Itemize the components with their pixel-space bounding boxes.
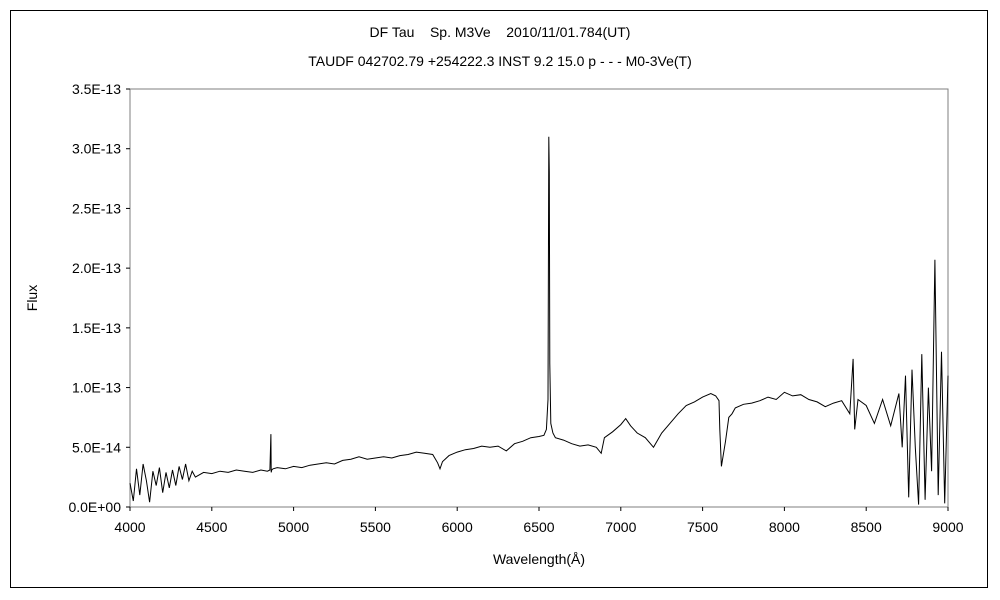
y-axis: 0.0E+00 5.0E-14 1.0E-13 1.5E-13 2.0E-13 2.5E-… xyxy=(68,81,130,515)
chart-subtitle: TAUDF 042702.79 +254222.3 INST 9.2 15.0 … xyxy=(308,53,692,69)
x-tick-label: 7000 xyxy=(605,519,636,535)
x-tick-label: 4000 xyxy=(114,519,145,535)
y-tick-label: 1.0E-13 xyxy=(72,380,121,396)
x-tick-label: 5500 xyxy=(360,519,391,535)
y-tick-label: 2.0E-13 xyxy=(72,260,121,276)
x-tick-label: 8000 xyxy=(769,519,800,535)
chart-frame xyxy=(10,10,988,588)
y-tick-label: 5.0E-14 xyxy=(72,439,121,455)
x-tick-label: 6000 xyxy=(442,519,473,535)
chart-title: DF Tau Sp. M3Ve 2010/11/01.784(UT) xyxy=(369,24,631,40)
x-tick-label: 8500 xyxy=(851,519,882,535)
y-tick-label: 0.0E+00 xyxy=(68,499,121,515)
y-tick-label: 3.5E-13 xyxy=(72,81,121,97)
x-tick-label: 5000 xyxy=(278,519,309,535)
y-tick-label: 1.5E-13 xyxy=(72,320,121,336)
x-axis: 4000 4500 5000 5500 6000 6500 7000 7500 8000 8500… xyxy=(114,507,964,535)
x-tick-label: 9000 xyxy=(932,519,963,535)
y-axis-label: Flux xyxy=(24,284,40,312)
y-tick-label: 3.0E-13 xyxy=(72,141,121,157)
x-tick-label: 6500 xyxy=(523,519,554,535)
plot-area xyxy=(129,88,949,508)
y-tick-label: 2.5E-13 xyxy=(72,200,121,216)
x-tick-label: 7500 xyxy=(687,519,718,535)
spectrum-line xyxy=(129,136,949,505)
x-tick-label: 4500 xyxy=(196,519,227,535)
x-axis-label: Wavelength(Å) xyxy=(492,551,586,567)
